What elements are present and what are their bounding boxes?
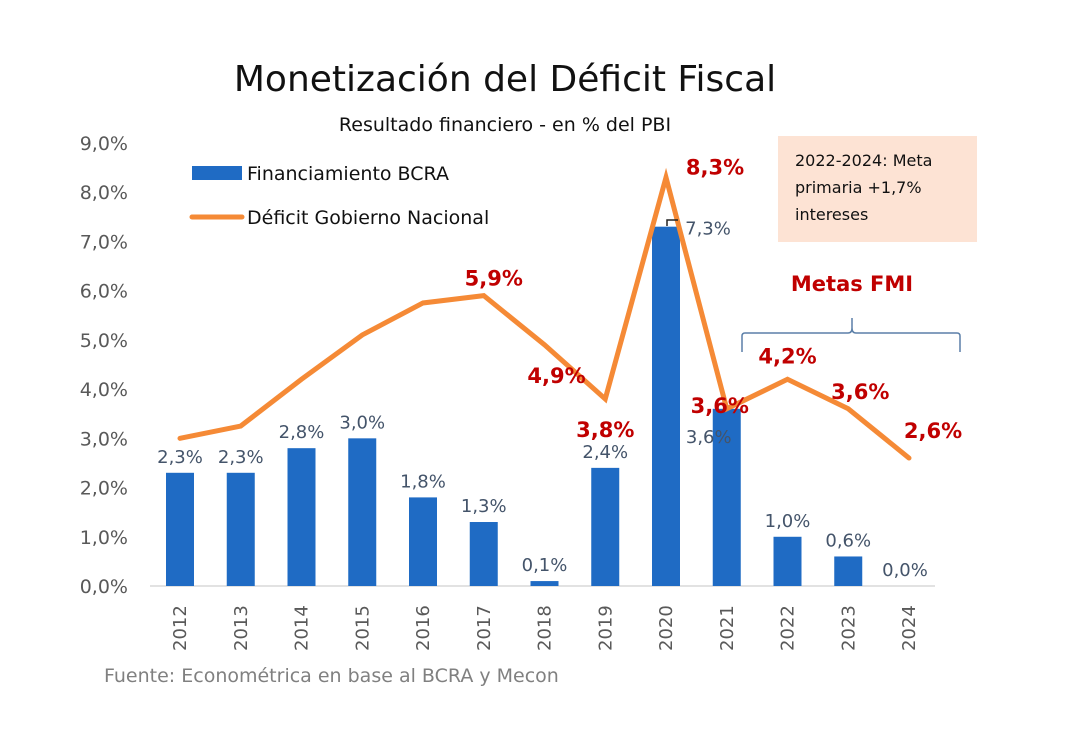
legend-label-financiamiento-bcra: Financiamiento BCRA bbox=[247, 163, 449, 185]
bar-label-2018: 0,1% bbox=[522, 555, 568, 576]
curly-bracket bbox=[741, 318, 961, 352]
x-tick-label: 2023 bbox=[838, 605, 859, 651]
note-box: 2022-2024: Meta primaria +1,7% intereses bbox=[778, 136, 977, 242]
bar-2022 bbox=[773, 536, 802, 586]
bar-label-2012: 2,3% bbox=[157, 447, 203, 468]
bar-2016 bbox=[409, 497, 437, 586]
bar-2017 bbox=[469, 522, 498, 586]
bar-2012 bbox=[166, 472, 194, 586]
bar-2015 bbox=[348, 438, 377, 586]
metas-fmi-label: Metas FMI bbox=[791, 272, 913, 296]
x-tick-label: 2018 bbox=[535, 605, 556, 651]
line-label-2023: 3,6% bbox=[831, 380, 889, 404]
bars bbox=[166, 226, 863, 586]
line-label-2017: 5,9% bbox=[465, 267, 523, 291]
x-tick-label: 2014 bbox=[292, 605, 313, 651]
y-tick-label: 1,0% bbox=[80, 527, 128, 549]
bar-label-2023: 0,6% bbox=[825, 530, 871, 551]
note-line-3: intereses bbox=[795, 205, 868, 224]
bar-label-2020: 7,3% bbox=[685, 219, 731, 240]
x-tick-label: 2019 bbox=[595, 605, 616, 651]
x-tick-label: 2024 bbox=[899, 605, 920, 651]
y-tick-label: 5,0% bbox=[80, 330, 128, 352]
bar-label-2013: 2,3% bbox=[218, 447, 264, 468]
line-label-2024: 2,6% bbox=[904, 419, 962, 443]
bar-labels: 2,3% 2,3% 2,8% 3,0% 1,8% 1,3% 0,1% 2,4% 7,3% 3,6%… bbox=[157, 219, 928, 581]
x-axis: 2012 2013 2014 2015 2016 2017 2018 2019 2020 2021… bbox=[170, 605, 920, 651]
bar-2013 bbox=[226, 472, 255, 586]
note-line-2: primaria +1,7% bbox=[795, 178, 922, 197]
line-label-2020: 8,3% bbox=[686, 155, 744, 179]
bar-label-2015: 3,0% bbox=[339, 412, 385, 433]
x-tick-label: 2016 bbox=[413, 605, 434, 651]
bar-label-2019: 2,4% bbox=[582, 442, 628, 463]
bar-label-2022: 1,0% bbox=[765, 511, 811, 532]
y-tick-label: 9,0% bbox=[80, 133, 128, 155]
legend: Financiamiento BCRA Déficit Gobierno Nac… bbox=[189, 163, 489, 229]
bar-2021 bbox=[712, 408, 741, 586]
bar-2020 bbox=[652, 226, 680, 586]
y-tick-label: 0,0% bbox=[80, 576, 128, 598]
leader-line-2020 bbox=[666, 219, 678, 226]
y-tick-label: 3,0% bbox=[80, 428, 128, 450]
note-line-1: 2022-2024: Meta bbox=[795, 151, 932, 170]
bar-label-2014: 2,8% bbox=[279, 422, 325, 443]
x-tick-label: 2020 bbox=[656, 605, 677, 651]
x-tick-label: 2013 bbox=[231, 605, 252, 651]
legend-swatch-financiamiento-bcra bbox=[192, 166, 242, 180]
line-label-2019: 3,8% bbox=[576, 418, 634, 442]
note-box-background bbox=[778, 136, 977, 242]
x-tick-label: 2015 bbox=[352, 605, 373, 651]
x-tick-label: 2021 bbox=[717, 605, 738, 651]
bar-label-2017: 1,3% bbox=[461, 496, 507, 517]
metas-fmi-bracket: Metas FMI bbox=[741, 272, 961, 352]
y-tick-label: 6,0% bbox=[80, 281, 128, 303]
line-label-2022: 4,2% bbox=[758, 344, 816, 368]
line-series bbox=[177, 167, 912, 461]
y-tick-label: 2,0% bbox=[80, 478, 128, 500]
bar-2019 bbox=[591, 467, 620, 586]
y-tick-label: 7,0% bbox=[80, 231, 128, 253]
chart-subtitle: Resultado financiero - en % del PBI bbox=[339, 114, 671, 136]
line-label-2021: 3,6% bbox=[691, 394, 749, 418]
x-tick-label: 2022 bbox=[778, 605, 799, 651]
x-tick-label: 2017 bbox=[474, 605, 495, 651]
x-tick-label: 2012 bbox=[170, 605, 191, 651]
bar-2018 bbox=[530, 581, 559, 586]
y-axis: 0,0% 1,0% 2,0% 3,0% 4,0% 5,0% 6,0% 7,0% 8,0% 9,0% bbox=[80, 133, 128, 598]
bar-2014 bbox=[287, 448, 316, 586]
y-tick-label: 8,0% bbox=[80, 182, 128, 204]
bar-label-2016: 1,8% bbox=[400, 471, 446, 492]
y-tick-label: 4,0% bbox=[80, 379, 128, 401]
chart-title: Monetización del Déficit Fiscal bbox=[234, 59, 776, 100]
legend-label-deficit-gobierno-nacional: Déficit Gobierno Nacional bbox=[247, 207, 489, 229]
source-note: Fuente: Econométrica en base al BCRA y M… bbox=[104, 665, 559, 687]
bar-label-2024: 0,0% bbox=[882, 560, 928, 581]
bar-2023 bbox=[834, 556, 863, 586]
line-label-2018: 4,9% bbox=[527, 364, 585, 388]
line-labels: 5,9% 4,9% 3,8% 8,3% 3,6% 4,2% 3,6% 2,6% bbox=[465, 155, 963, 443]
bar-label-2021: 3,6% bbox=[686, 427, 732, 448]
